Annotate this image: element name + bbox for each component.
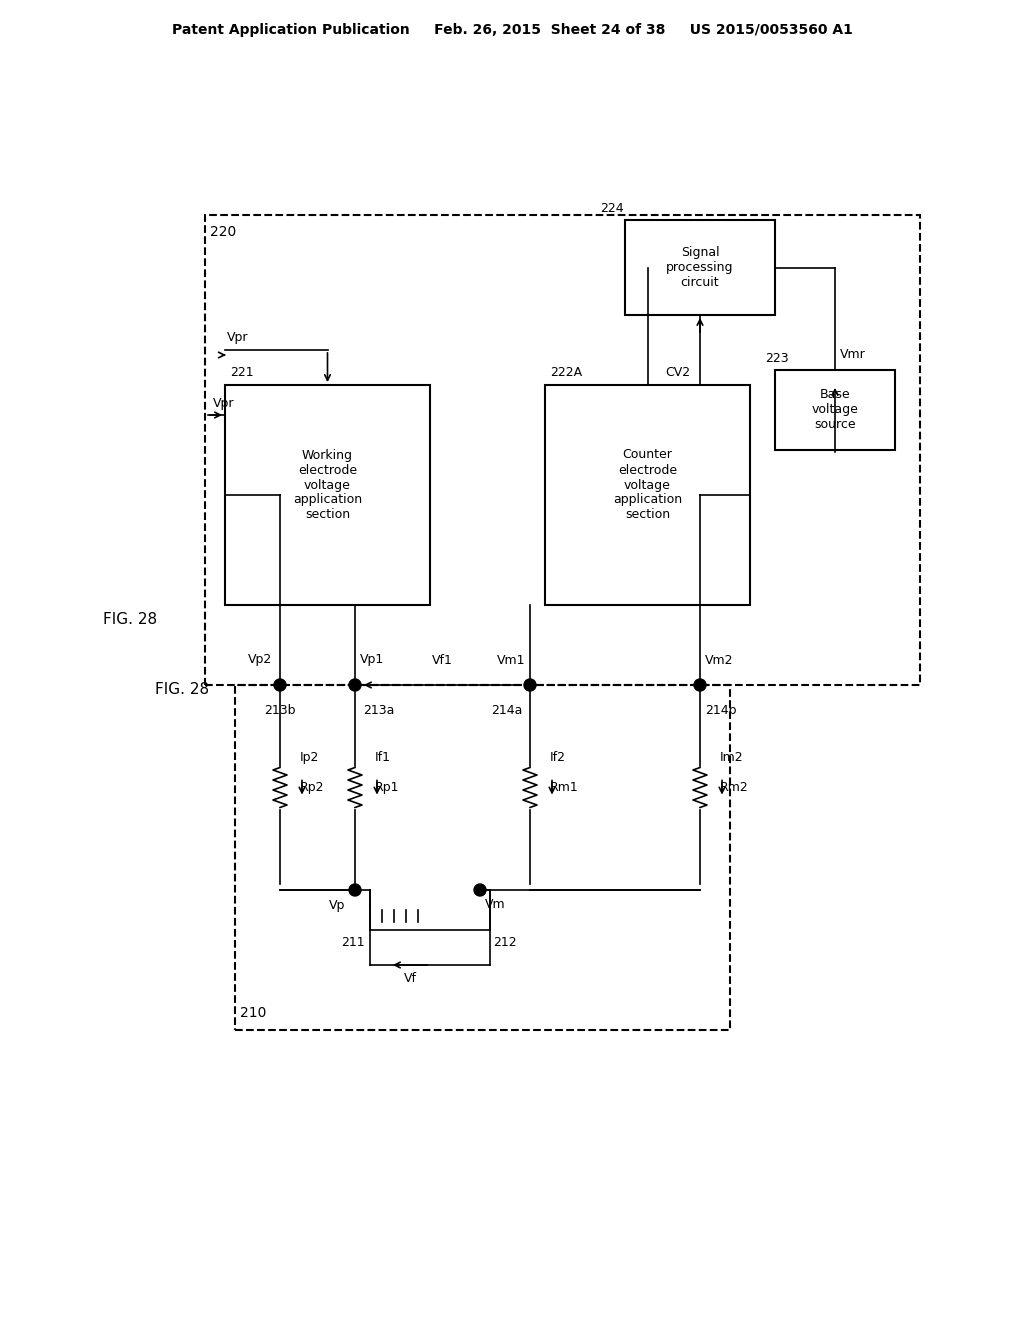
- Text: Vf1: Vf1: [432, 653, 453, 667]
- Text: CV2: CV2: [665, 367, 690, 380]
- Circle shape: [694, 678, 706, 690]
- Text: Working
electrode
voltage
application
section: Working electrode voltage application se…: [293, 449, 362, 521]
- Text: 214a: 214a: [490, 704, 522, 717]
- Bar: [225, 385, 430, 605]
- Text: Signal
processing
circuit: Signal processing circuit: [667, 246, 734, 289]
- Text: Base
voltage
source: Base voltage source: [812, 388, 858, 432]
- Text: 214b: 214b: [705, 704, 736, 717]
- Text: Vf: Vf: [403, 973, 417, 986]
- Text: Counter
electrode
voltage
application
section: Counter electrode voltage application se…: [613, 449, 682, 521]
- Circle shape: [274, 678, 286, 690]
- Text: Patent Application Publication     Feb. 26, 2015  Sheet 24 of 38     US 2015/005: Patent Application Publication Feb. 26, …: [172, 22, 852, 37]
- Text: If2: If2: [550, 751, 566, 764]
- Bar: [625, 220, 775, 315]
- Text: Ip2: Ip2: [300, 751, 319, 764]
- Text: Vmr: Vmr: [840, 348, 865, 362]
- Text: Rm1: Rm1: [550, 781, 579, 795]
- Text: 212: 212: [493, 936, 517, 949]
- Text: Vp: Vp: [329, 899, 345, 912]
- Text: Vm: Vm: [485, 899, 506, 912]
- Text: 223: 223: [765, 351, 788, 364]
- Text: 213b: 213b: [264, 704, 296, 717]
- Circle shape: [349, 678, 361, 690]
- Text: If1: If1: [375, 751, 391, 764]
- Text: 213a: 213a: [362, 704, 394, 717]
- Text: Vpr: Vpr: [227, 331, 249, 345]
- Text: Rp2: Rp2: [300, 781, 325, 795]
- Text: FIG. 28: FIG. 28: [155, 682, 209, 697]
- Text: 221: 221: [230, 367, 254, 380]
- Text: Rm2: Rm2: [720, 781, 749, 795]
- Bar: [545, 385, 750, 605]
- Text: Vm2: Vm2: [705, 653, 733, 667]
- Text: Im2: Im2: [720, 751, 743, 764]
- Text: Vp2: Vp2: [248, 653, 272, 667]
- Text: Vm1: Vm1: [497, 653, 525, 667]
- Circle shape: [474, 884, 486, 896]
- Text: Rp1: Rp1: [375, 781, 399, 795]
- Text: Vpr: Vpr: [213, 396, 234, 409]
- Text: 224: 224: [600, 202, 624, 214]
- Text: 222A: 222A: [550, 367, 582, 380]
- Text: Vp1: Vp1: [360, 653, 384, 667]
- Text: 211: 211: [341, 936, 365, 949]
- Bar: [234, 685, 730, 1030]
- Circle shape: [349, 884, 361, 896]
- Text: 210: 210: [240, 1006, 266, 1020]
- Bar: [205, 215, 920, 685]
- Text: 220: 220: [210, 224, 237, 239]
- Bar: [775, 370, 895, 450]
- Circle shape: [524, 678, 536, 690]
- Text: FIG. 28: FIG. 28: [103, 612, 157, 627]
